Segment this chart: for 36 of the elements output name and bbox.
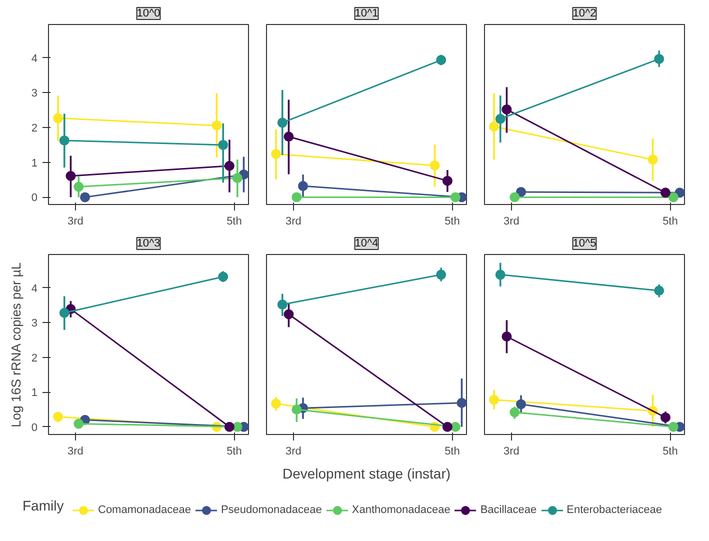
- legend-label: Enterobacteriaceae: [566, 504, 662, 516]
- y-tick-label: 0: [31, 192, 38, 204]
- legend-label: Bacillaceae: [480, 504, 537, 516]
- x-tick-label: 5th: [662, 216, 678, 228]
- x-tick-label: 3rd: [504, 446, 520, 458]
- x-tick-label: 5th: [226, 446, 242, 458]
- chart-title: 10^2: [572, 8, 596, 20]
- legend-label: Comamonadaceae: [98, 504, 191, 516]
- x-tick-label: 3rd: [504, 216, 520, 228]
- y-tick-label: 0: [31, 422, 38, 434]
- chart-title: 10^4: [354, 238, 378, 250]
- y-tick-label: 4: [31, 282, 38, 295]
- y-tick-label: 1: [31, 387, 38, 400]
- chart-title: 10^5: [572, 238, 596, 250]
- y-tick-label: 3: [31, 318, 38, 330]
- chart-title: 10^3: [136, 238, 160, 250]
- x-axis-title: Development stage (instar): [282, 466, 451, 482]
- y-tick-label: 3: [31, 88, 38, 100]
- legend-label: Xanthomonadaceae: [352, 504, 450, 516]
- y-tick-label: 2: [31, 122, 38, 135]
- legend-label: Pseudomonadaceae: [220, 504, 322, 516]
- x-tick-label: 5th: [226, 216, 242, 228]
- x-tick-label: 5th: [444, 216, 460, 228]
- x-tick-label: 5th: [662, 446, 678, 458]
- y-tick-label: 4: [31, 52, 38, 65]
- chart-title: 10^0: [136, 8, 160, 20]
- y-tick-label: 2: [31, 352, 38, 364]
- legend-title: Family: [22, 498, 64, 514]
- x-tick-label: 3rd: [68, 446, 84, 458]
- x-tick-label: 3rd: [68, 216, 84, 228]
- x-tick-label: 3rd: [286, 446, 302, 458]
- y-tick-label: 1: [31, 157, 38, 170]
- y-axis-title: Log 16S rRNA copies per µL: [8, 262, 24, 428]
- chart-title: 10^1: [354, 8, 378, 20]
- x-tick-label: 5th: [444, 446, 460, 458]
- x-tick-label: 3rd: [286, 216, 302, 228]
